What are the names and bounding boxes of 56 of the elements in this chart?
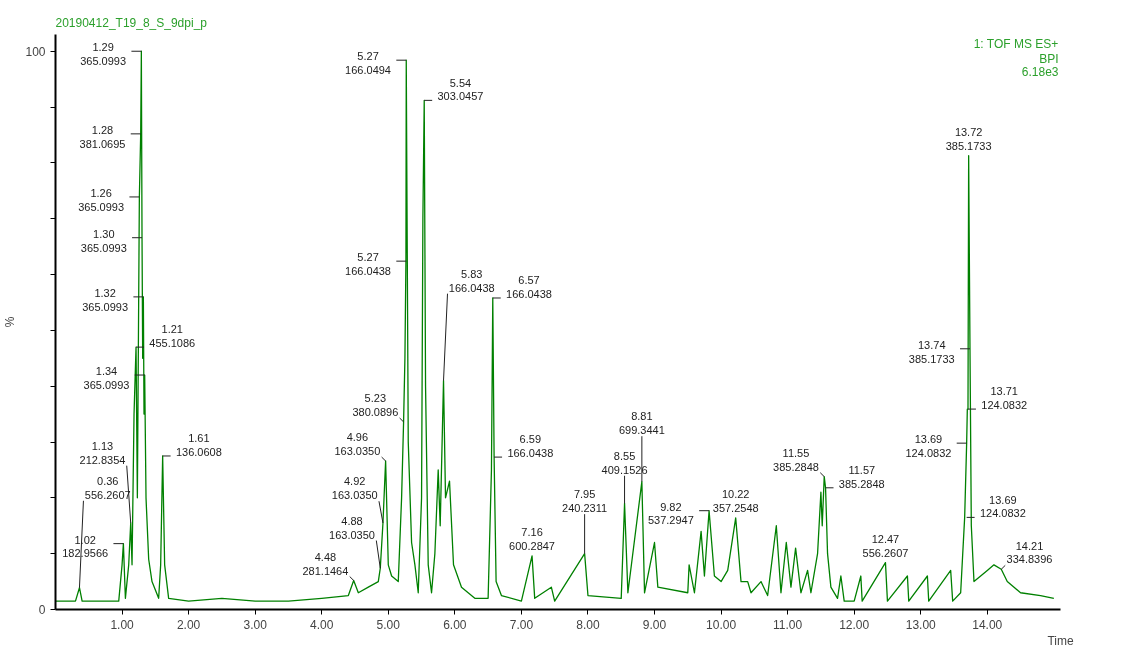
annotation: 1.30 365.0993 [80, 227, 127, 254]
x-tick-label: 1.00 [110, 617, 135, 632]
x-tick-label: 12.00 [839, 617, 870, 632]
annotation: 12.47 556.2607 [862, 532, 909, 559]
annotation: 4.96 163.0350 [334, 431, 381, 458]
annotation: 1.21 455.1086 [149, 323, 196, 350]
y-axis-title: % [3, 316, 18, 328]
annotation: 5.27 166.0494 [345, 50, 391, 76]
x-tick-label: 7.00 [509, 617, 534, 632]
annotation: 6.18e3 [1021, 64, 1059, 79]
annotation: 13.69 124.0832 [905, 433, 952, 459]
annotation: 1.29 365.0993 [80, 41, 127, 68]
y-tick-label: 0 [38, 603, 46, 617]
x-tick-label: 6.00 [443, 617, 467, 632]
chart-title: 20190412_T19_8_S_9dpi_p [55, 15, 208, 30]
annotation: 4.92 163.0350 [331, 475, 378, 502]
annotation: 5.54 303.0457 [437, 76, 484, 103]
x-tick-label: 2.00 [176, 617, 201, 632]
x-axis-title: Time [1047, 633, 1074, 648]
annotation: 7.95 240.2311 [562, 488, 608, 515]
annotation: 5.83 166.0438 [448, 267, 495, 294]
annotation: 7.16 600.2847 [509, 526, 555, 552]
annotation: 6.57 166.0438 [506, 274, 552, 300]
x-tick-label: 13.00 [905, 617, 937, 632]
annotation: 8.81 699.3441 [618, 410, 665, 437]
annotation: 1.32 365.0993 [82, 286, 129, 313]
x-tick-label: 4.00 [310, 617, 334, 632]
annotation: 9.82 537.2947 [647, 500, 694, 527]
annotation: 4.48 281.1464 [302, 550, 349, 577]
annotation: 10.22 357.2548 [712, 488, 759, 514]
x-tick-label: 14.00 [972, 617, 1003, 632]
annotation: BPI [1039, 51, 1059, 66]
x-tick-label: 8.00 [576, 617, 600, 632]
annotation: 1.13 212.8354 [79, 439, 126, 466]
x-tick-label: 3.00 [243, 617, 268, 632]
annotation: 11.55 385.2848 [773, 446, 819, 473]
annotation: 5.27 166.0438 [345, 251, 391, 277]
annotation: 13.72 385.1733 [945, 125, 992, 152]
annotation: 14.21 334.8396 [1006, 539, 1053, 566]
x-tick-label: 10.00 [706, 617, 737, 632]
annotation: 5.23 380.0896 [352, 392, 399, 418]
x-tick-label: 9.00 [642, 617, 667, 632]
annotation: 1: TOF MS ES+ [973, 36, 1059, 51]
annotation: 6.59 166.0438 [507, 433, 554, 460]
annotation: 13.71 124.0832 [981, 385, 1028, 412]
annotation: 13.74 385.1733 [908, 338, 955, 365]
annotation: 1.34 365.0993 [83, 365, 130, 391]
annotation: 13.69 124.0832 [979, 493, 1026, 520]
x-tick-label: 11.00 [773, 617, 803, 632]
annotation: 4.88 163.0350 [329, 514, 375, 541]
annotation: 1.28 381.0695 [79, 123, 126, 150]
annotation: 11.57 385.2848 [838, 463, 885, 490]
annotation: 1.61 136.0608 [175, 432, 222, 458]
y-tick-label: 100 [25, 44, 46, 59]
x-tick-label: 5.00 [376, 617, 401, 632]
annotation: 1.26 365.0993 [78, 186, 125, 213]
